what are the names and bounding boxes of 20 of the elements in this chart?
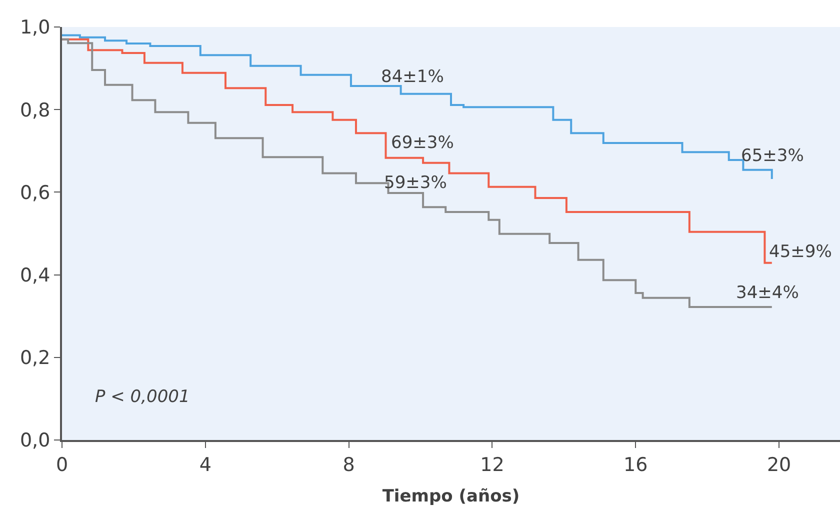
x-tick-label: 20 — [766, 454, 792, 476]
annotation: 45±9% — [769, 242, 832, 262]
x-tick-label: 16 — [624, 454, 648, 476]
y-tick-label: 0,8 — [20, 99, 50, 122]
annotation: 69±3% — [391, 133, 454, 153]
annotation: 84±1% — [381, 67, 444, 87]
x-tick-label: 8 — [342, 454, 355, 476]
y-tick-label: 0,4 — [20, 264, 50, 286]
y-tick-label: 1,0 — [20, 16, 50, 39]
y-tick-label: 0,6 — [20, 182, 50, 204]
annotation: P < 0,0001 — [95, 387, 190, 407]
y-tick-label: 0,2 — [20, 347, 50, 370]
annotation: 34±4% — [736, 283, 799, 303]
x-tick-label: 0 — [56, 454, 68, 476]
y-tick-label: 0,0 — [20, 430, 50, 452]
x-tick-label: 4 — [199, 454, 212, 476]
x-tick-label: 12 — [480, 454, 504, 476]
x-axis-title: Tiempo (años) — [382, 486, 520, 507]
annotation: 59±3% — [384, 173, 447, 193]
annotation: 65±3% — [741, 146, 804, 166]
